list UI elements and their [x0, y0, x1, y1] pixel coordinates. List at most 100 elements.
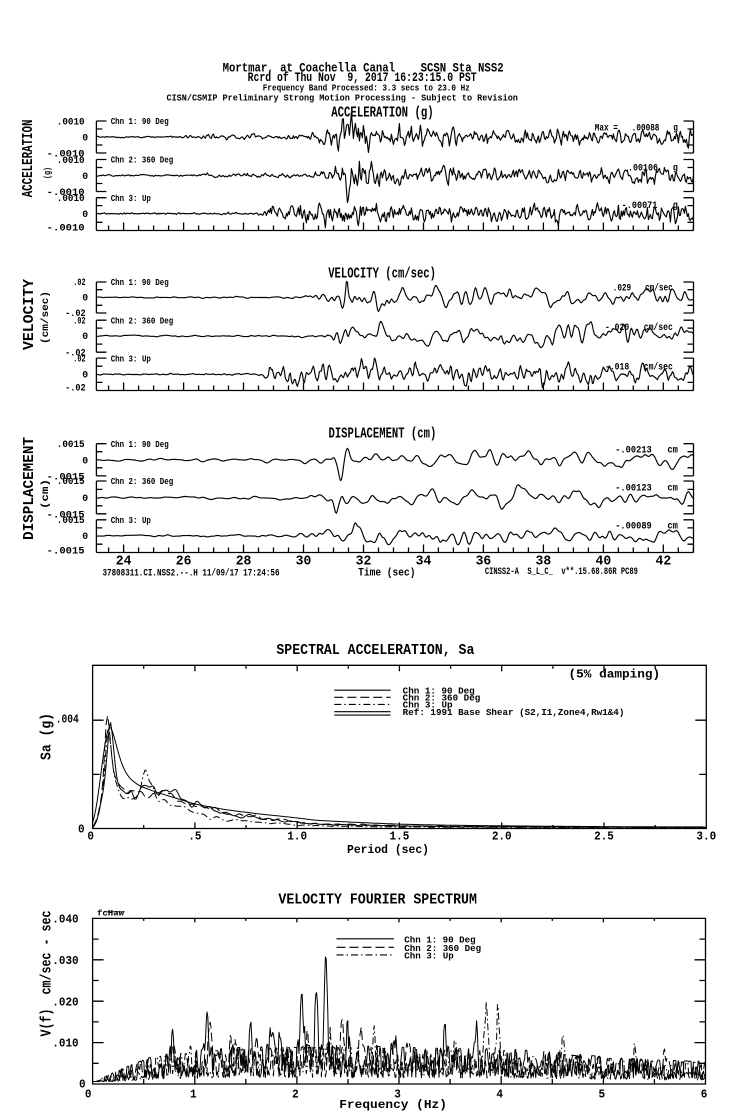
- svg-text:-.02: -.02: [65, 384, 86, 395]
- svg-text:Chn 3: Up: Chn 3: Up: [403, 701, 453, 711]
- svg-text:-.0010: -.0010: [47, 224, 85, 235]
- svg-text:Chn 2: 360 Deg: Chn 2: 360 Deg: [111, 155, 174, 166]
- svg-text:Chn 3: Up: Chn 3: Up: [404, 951, 453, 961]
- svg-text:0: 0: [82, 210, 88, 221]
- svg-text:Chn 3: Up: Chn 3: Up: [111, 353, 151, 364]
- svg-text:.02: .02: [73, 278, 85, 289]
- svg-text:.00106 g: .00106 g: [628, 163, 678, 174]
- svg-text:36: 36: [476, 555, 492, 570]
- svg-text:0: 0: [82, 172, 88, 183]
- svg-text:0: 0: [87, 829, 94, 843]
- svg-text:.020: .020: [52, 995, 78, 1009]
- svg-text:2.0: 2.0: [492, 829, 512, 843]
- svg-text:3: 3: [394, 1087, 401, 1101]
- svg-text:.0010: .0010: [57, 156, 85, 167]
- svg-text:Chn 1: 90 Deg: Chn 1: 90 Deg: [111, 439, 169, 450]
- svg-text:Period (sec): Period (sec): [347, 843, 429, 857]
- svg-text:VELOCITY FOURIER SPECTRUM: VELOCITY FOURIER SPECTRUM: [278, 893, 477, 909]
- svg-text:CINSS2-A S_L_C_ v**.15.68.86: CINSS2-A S_L_C_ v**.15.68.86R PC89: [485, 566, 638, 578]
- svg-text:0: 0: [82, 456, 88, 467]
- svg-text:.0010: .0010: [57, 194, 85, 205]
- svg-text:-.00071 g: -.00071 g: [622, 201, 678, 212]
- svg-text:26: 26: [176, 555, 192, 570]
- svg-text:40: 40: [596, 555, 612, 570]
- svg-text:.02: .02: [73, 316, 85, 327]
- svg-text:-.02: -.02: [65, 348, 86, 359]
- svg-text:.010: .010: [52, 1037, 78, 1051]
- svg-text:DISPLACEMENT: DISPLACEMENT: [22, 437, 38, 540]
- svg-text:.029 cm/sec: .029 cm/sec: [613, 282, 673, 294]
- svg-text:DISPLACEMENT (cm): DISPLACEMENT (cm): [329, 427, 437, 443]
- svg-text:ACCELERATION: ACCELERATION: [21, 120, 37, 198]
- svg-text:Time (sec): Time (sec): [358, 568, 415, 580]
- svg-text:42: 42: [655, 555, 671, 570]
- svg-text:Chn 3: Up: Chn 3: Up: [111, 515, 151, 526]
- svg-text:0: 0: [82, 332, 88, 343]
- svg-text:Ref: 1991 Base Shear (S2,I1,Zo: Ref: 1991 Base Shear (S2,I1,Zone4,Rw1&4): [403, 708, 625, 718]
- svg-text:fcHaw: fcHaw: [97, 909, 125, 919]
- svg-text:-.0010: -.0010: [47, 150, 85, 161]
- svg-text:2: 2: [292, 1087, 299, 1101]
- svg-text:Chn 1: 90 Deg: Chn 1: 90 Deg: [404, 935, 475, 945]
- svg-text:.5: .5: [188, 829, 201, 843]
- svg-text:0: 0: [82, 371, 88, 382]
- svg-text:.02: .02: [73, 354, 85, 365]
- svg-text:Chn 2: 360 Deg: Chn 2: 360 Deg: [404, 944, 481, 954]
- svg-text:28: 28: [236, 555, 252, 570]
- svg-text:Max = .00088 g: Max = .00088 g: [595, 123, 678, 134]
- svg-text:CISN/CSMIP Preliminary Strong: CISN/CSMIP Preliminary Strong Motion Pro…: [167, 92, 519, 103]
- svg-text:1: 1: [190, 1087, 197, 1101]
- svg-text:V(f) cm/sec - sec: V(f) cm/sec - sec: [40, 910, 56, 1036]
- svg-text:VELOCITY: VELOCITY: [22, 279, 38, 350]
- svg-text:Chn 2: 360 Deg: Chn 2: 360 Deg: [111, 315, 174, 326]
- svg-text:Chn 2: 360 Deg: Chn 2: 360 Deg: [403, 694, 481, 704]
- svg-text:24: 24: [116, 555, 132, 570]
- svg-text:0: 0: [82, 294, 88, 305]
- svg-text:-.0015: -.0015: [47, 547, 85, 558]
- svg-text:Chn 3: Up: Chn 3: Up: [111, 193, 151, 204]
- svg-text:-.00123 cm: -.00123 cm: [615, 483, 678, 494]
- svg-text:-.0015: -.0015: [47, 510, 85, 521]
- svg-text:0: 0: [79, 1078, 86, 1092]
- svg-text:6: 6: [701, 1087, 708, 1101]
- svg-text:(cm): (cm): [40, 479, 52, 509]
- svg-text:Chn 1: 90 Deg: Chn 1: 90 Deg: [111, 277, 169, 288]
- svg-text:38: 38: [536, 555, 552, 570]
- svg-text:Sa (g): Sa (g): [40, 713, 56, 760]
- svg-text:Rcrd of Thu Nov 9, 2017 16:23: Rcrd of Thu Nov 9, 2017 16:23:15.0 PST: [248, 71, 477, 85]
- svg-text:Mortmar, at Coachella Canal: Mortmar, at Coachella Canal SCSN Sta NSS…: [223, 62, 504, 76]
- svg-text:30: 30: [296, 555, 312, 570]
- svg-text:.004: .004: [56, 712, 79, 726]
- svg-text:(5% damping): (5% damping): [569, 668, 661, 682]
- svg-text:.0015: .0015: [57, 477, 85, 488]
- svg-text:Chn 1: 90 Deg: Chn 1: 90 Deg: [111, 116, 169, 127]
- svg-text:4: 4: [496, 1087, 503, 1101]
- svg-text:SPECTRAL ACCELERATION, Sa: SPECTRAL ACCELERATION, Sa: [276, 643, 474, 659]
- svg-text:.0015: .0015: [57, 516, 85, 527]
- svg-text:-.020 cm/sec: -.020 cm/sec: [605, 322, 673, 334]
- svg-text:5: 5: [599, 1087, 606, 1101]
- svg-text:32: 32: [356, 555, 372, 570]
- svg-text:0: 0: [85, 1087, 92, 1101]
- svg-text:Chn 2: 360 Deg: Chn 2: 360 Deg: [111, 476, 174, 487]
- svg-text:-.02: -.02: [65, 309, 86, 320]
- svg-text:Frequency (Hz): Frequency (Hz): [339, 1098, 447, 1112]
- svg-text:0: 0: [82, 494, 88, 505]
- svg-text:1.0: 1.0: [287, 829, 307, 843]
- svg-text:0: 0: [82, 532, 88, 543]
- svg-text:-.0015: -.0015: [47, 472, 85, 483]
- svg-text:37808311.CI.NSS2.--.H 11/09/17: 37808311.CI.NSS2.--.H 11/09/17 17:24:56: [103, 568, 280, 580]
- svg-text:.0010: .0010: [57, 118, 85, 129]
- svg-text:34: 34: [416, 555, 432, 570]
- svg-text:Frequency Band Processed: 3.3: Frequency Band Processed: 3.3 secs to 23…: [263, 83, 470, 94]
- svg-text:3.0: 3.0: [696, 829, 716, 843]
- svg-text:.030: .030: [52, 954, 78, 968]
- svg-text:-.00213 cm: -.00213 cm: [615, 445, 678, 456]
- svg-text:2.5: 2.5: [594, 829, 614, 843]
- svg-text:0: 0: [78, 823, 85, 837]
- svg-text:VELOCITY (cm/sec): VELOCITY (cm/sec): [328, 267, 436, 283]
- svg-text:1.5: 1.5: [390, 829, 410, 843]
- svg-text:0: 0: [82, 134, 88, 145]
- svg-text:ACCELERATION (g): ACCELERATION (g): [331, 106, 434, 122]
- svg-text:.0015: .0015: [57, 440, 85, 451]
